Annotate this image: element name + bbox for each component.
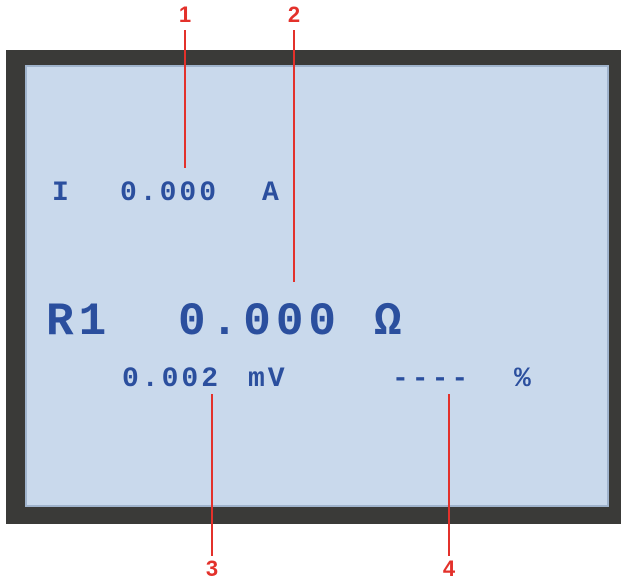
lcd-screen	[26, 66, 608, 506]
voltage-value: 0.002	[122, 364, 221, 395]
annotated-display: I 0.000 A R1 0.000 Ω 0.002 mV ---- % 1 2…	[0, 0, 621, 581]
current-unit: A	[262, 178, 282, 209]
current-value: 0.000	[120, 178, 219, 209]
callout-number: 2	[288, 2, 300, 27]
percent-value: ----	[392, 364, 471, 395]
callout-number: 1	[179, 2, 191, 27]
voltage-unit: mV	[248, 364, 288, 395]
resistance-label: R1	[46, 296, 111, 348]
current-label: I	[52, 178, 72, 209]
callout-number: 3	[206, 556, 218, 581]
callout-number: 4	[443, 556, 456, 581]
resistance-unit: Ω	[374, 296, 407, 348]
resistance-value: 0.000	[178, 296, 341, 348]
percent-unit: %	[514, 364, 534, 395]
